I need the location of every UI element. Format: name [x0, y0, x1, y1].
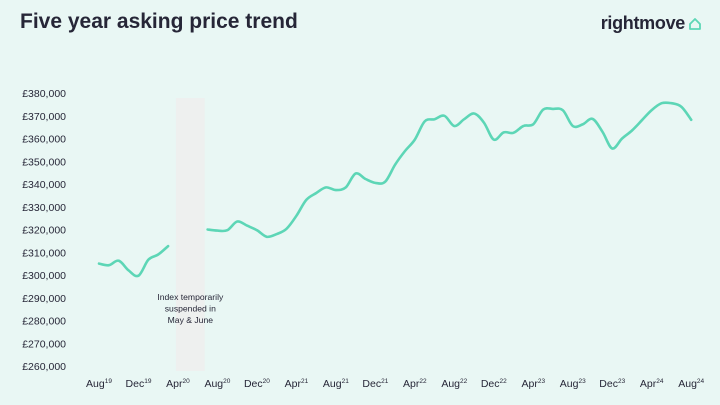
y-tick-label: £290,000 [22, 293, 66, 305]
y-tick-label: £280,000 [22, 316, 66, 328]
y-tick-label: £270,000 [22, 338, 66, 350]
y-tick-label: £300,000 [22, 270, 66, 282]
brand-logo: rightmove [601, 13, 702, 34]
annotation-line: Index temporarily [157, 292, 224, 302]
x-tick-label: Dec21 [362, 378, 388, 390]
y-tick-label: £370,000 [22, 111, 66, 123]
x-tick-label: Apr21 [285, 378, 309, 390]
y-tick-label: £350,000 [22, 156, 66, 168]
x-tick-label: Apr24 [640, 378, 664, 390]
y-tick-label: £380,000 [22, 88, 66, 100]
x-tick-label: Apr23 [521, 378, 545, 390]
x-tick-label: Aug24 [678, 378, 704, 390]
y-tick-label: £320,000 [22, 225, 66, 237]
x-tick-label: Dec22 [481, 378, 507, 390]
y-tick-label: £360,000 [22, 134, 66, 146]
x-tick-label: Dec23 [599, 378, 625, 390]
y-tick-label: £340,000 [22, 179, 66, 191]
x-tick-label: Aug20 [204, 378, 230, 390]
series-line-segment [206, 101, 693, 239]
y-tick-label: £330,000 [22, 202, 66, 214]
annotation-line: suspended in [165, 304, 216, 314]
x-tick-label: Apr22 [403, 378, 427, 390]
brand-wordmark: rightmove [600, 13, 686, 33]
x-tick-label: Aug22 [441, 378, 467, 390]
suspension-band [175, 98, 205, 371]
x-tick-label: Dec20 [244, 378, 270, 390]
annotation-line: May & June [168, 315, 214, 325]
page-title: Five year asking price trend [20, 10, 298, 33]
y-tick-label: £310,000 [22, 247, 66, 259]
x-tick-label: Aug19 [86, 378, 112, 390]
x-tick-label: Dec19 [126, 378, 152, 390]
x-tick-label: Apr20 [166, 378, 190, 390]
x-tick-label: Aug21 [323, 378, 349, 390]
house-icon [689, 17, 701, 30]
y-tick-label: £260,000 [22, 361, 66, 373]
x-tick-label: Aug23 [560, 378, 586, 390]
series-line-segment [97, 244, 170, 278]
